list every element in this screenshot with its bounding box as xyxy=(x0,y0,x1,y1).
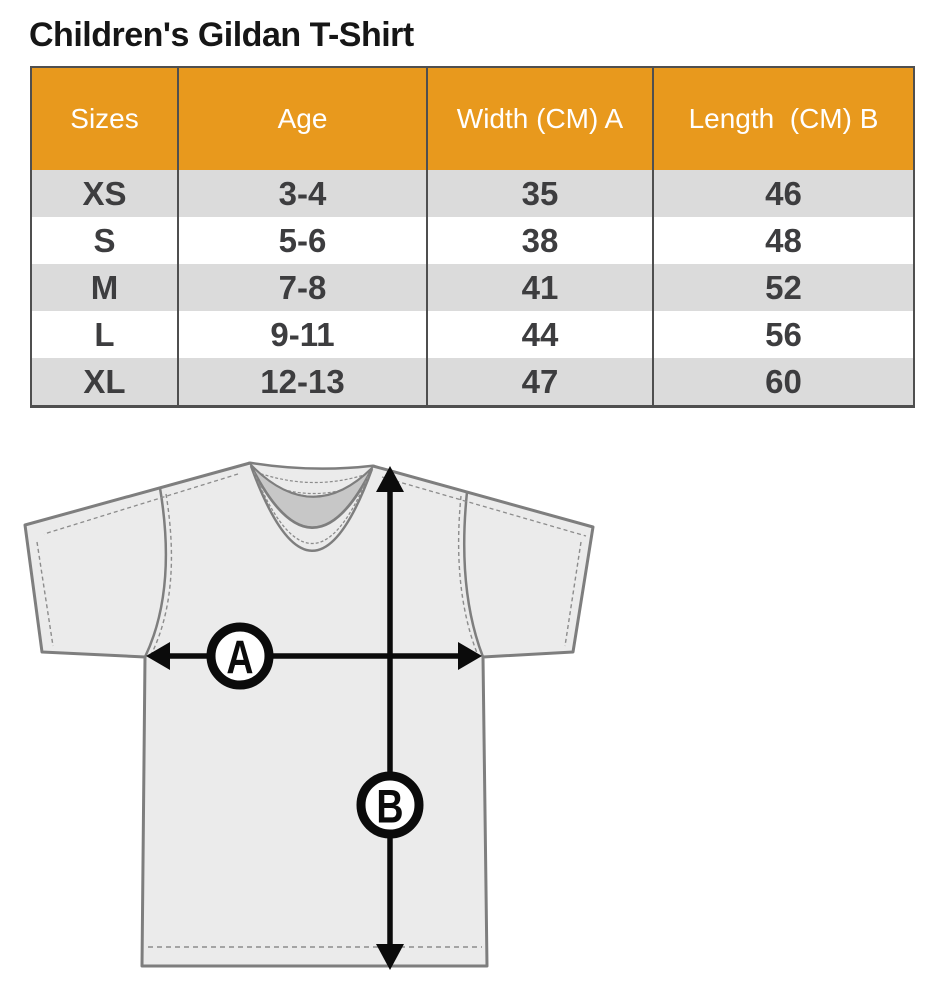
width-cell: 41 xyxy=(426,264,653,311)
tshirt-measurement-diagram: A B xyxy=(23,461,595,970)
size-chart-table: Sizes Age Width (CM) A Length (CM) B XS … xyxy=(30,66,915,408)
size-cell: L xyxy=(94,315,115,353)
table-row: S 5-6 38 48 xyxy=(31,217,914,264)
width-label-letter: A xyxy=(226,631,253,684)
column-header-age: Age xyxy=(177,67,427,170)
page-title: Children's Gildan T-Shirt xyxy=(29,16,414,54)
left-sleeve-hem-stitch xyxy=(36,541,54,647)
size-cell: XL xyxy=(83,362,126,400)
length-label-b: B xyxy=(356,771,424,839)
left-sleeve-seam-stitch xyxy=(150,493,173,656)
right-shoulder-stitch xyxy=(381,476,587,537)
age-cell: 5-6 xyxy=(177,217,427,264)
right-sleeve-seam xyxy=(463,491,485,658)
column-header-length: Length (CM) B xyxy=(652,67,914,170)
length-label-letter: B xyxy=(376,780,403,833)
width-cell: 35 xyxy=(426,170,653,217)
length-arrow-b xyxy=(376,466,404,970)
length-cell: 48 xyxy=(652,217,914,264)
length-cell: 46 xyxy=(652,170,914,217)
table-row: M 7-8 41 52 xyxy=(31,264,914,311)
left-shoulder-stitch xyxy=(43,473,239,535)
age-cell: 7-8 xyxy=(177,264,427,311)
length-cell: 52 xyxy=(652,264,914,311)
left-sleeve-seam xyxy=(143,487,168,658)
table-row: XL 12-13 47 60 xyxy=(31,358,914,407)
width-label-a: A xyxy=(206,622,274,690)
size-cell: XS xyxy=(82,174,127,212)
table-header-row: Sizes Age Width (CM) A Length (CM) B xyxy=(31,67,914,170)
length-cell: 56 xyxy=(652,311,914,358)
table-row: L 9-11 44 56 xyxy=(31,311,914,358)
table-row: XS 3-4 35 46 xyxy=(31,170,914,217)
size-cell: S xyxy=(93,221,116,259)
collar-back-stitch-1 xyxy=(255,471,368,484)
age-cell: 3-4 xyxy=(177,170,427,217)
column-header-sizes: Sizes xyxy=(31,67,178,170)
width-cell: 44 xyxy=(426,311,653,358)
age-cell: 12-13 xyxy=(177,358,427,407)
collar-front-stitch xyxy=(253,471,370,545)
width-cell: 38 xyxy=(426,217,653,264)
collar-front-band xyxy=(249,465,374,552)
length-cell: 60 xyxy=(652,358,914,407)
age-cell: 9-11 xyxy=(177,311,427,358)
width-cell: 47 xyxy=(426,358,653,407)
size-cell: M xyxy=(90,268,119,306)
column-header-width: Width (CM) A xyxy=(426,67,653,170)
right-sleeve-seam-stitch xyxy=(457,495,478,654)
right-sleeve-hem-stitch xyxy=(564,541,582,647)
